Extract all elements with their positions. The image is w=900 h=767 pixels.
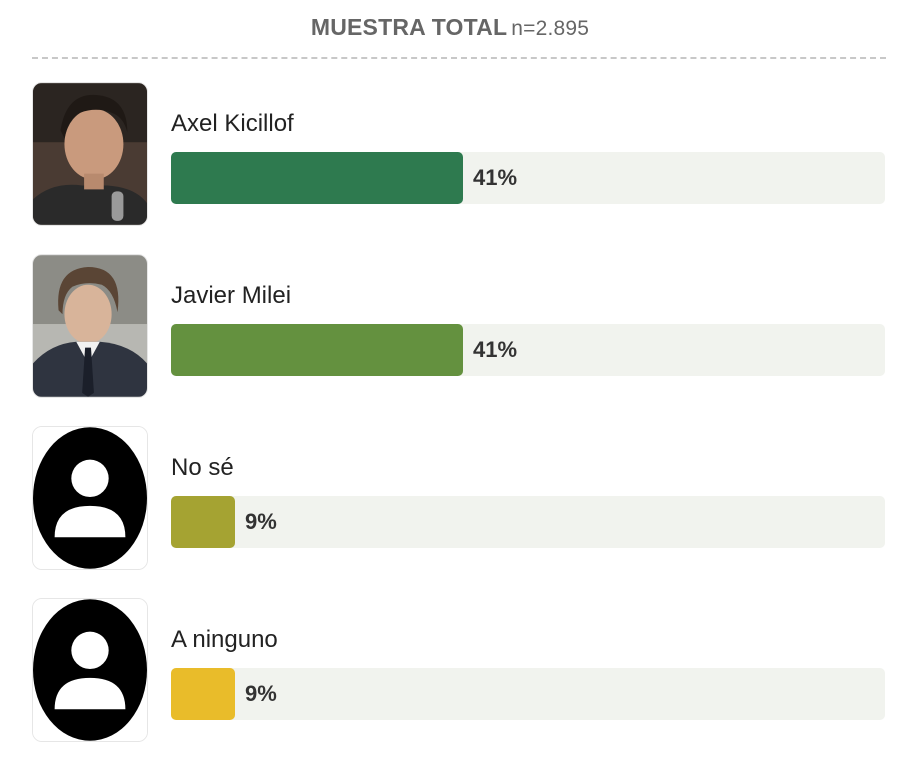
result-row-no-se: No sé 9% xyxy=(0,426,900,572)
bar-value-label: 9% xyxy=(245,681,277,706)
bar-track: 9% xyxy=(171,668,885,720)
bar-value-label: 41% xyxy=(473,165,518,190)
option-name: No sé xyxy=(171,454,234,481)
result-row-kicillof: Axel Kicillof 41% xyxy=(0,82,900,228)
header-divider xyxy=(32,57,886,59)
sample-size: n=2.895 xyxy=(511,17,590,40)
avatar-kicillof xyxy=(32,82,148,226)
bar-track: 41% xyxy=(171,152,885,204)
man-portrait-icon xyxy=(33,83,147,225)
bar-value-label: 9% xyxy=(245,509,277,534)
result-row-milei: Javier Milei 41% xyxy=(0,254,900,400)
bar-fill xyxy=(171,324,463,376)
chart-header: MUESTRA TOTAL n=2.895 xyxy=(0,14,900,41)
bar-fill xyxy=(171,668,235,720)
bar-track: 9% xyxy=(171,496,885,548)
candidate-name: Axel Kicillof xyxy=(171,110,294,137)
option-name: A ninguno xyxy=(171,626,278,653)
bar-value-label: 41% xyxy=(473,337,518,362)
bar-fill xyxy=(171,152,463,204)
result-row-a-ninguno: A ninguno 9% xyxy=(0,598,900,744)
candidate-name: Javier Milei xyxy=(171,282,292,309)
user-icon xyxy=(33,599,147,741)
avatar-milei xyxy=(32,254,148,398)
bar-fill xyxy=(171,496,235,548)
avatar-generic xyxy=(32,598,148,742)
user-icon xyxy=(33,427,147,569)
bar-track: 41% xyxy=(171,324,885,376)
man-suit-portrait-icon xyxy=(33,255,147,397)
avatar-generic xyxy=(32,426,148,570)
chart-title: MUESTRA TOTAL xyxy=(310,14,508,40)
